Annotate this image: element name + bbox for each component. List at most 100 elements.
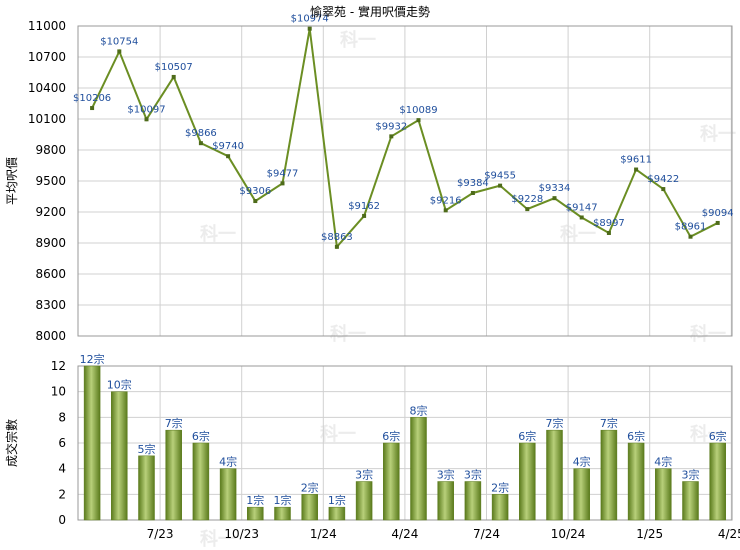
- price-marker: [552, 196, 557, 201]
- price-point-label: $9162: [348, 201, 380, 212]
- count-bar-label: 7宗: [165, 416, 183, 430]
- watermark-text: 科一: [340, 29, 376, 51]
- price-point-label: $10754: [100, 36, 138, 47]
- price-point-label: $9228: [511, 194, 543, 205]
- count-bar-label: 1宗: [328, 493, 346, 507]
- count-bar: [355, 481, 373, 521]
- count-y-tick-label: 4: [58, 462, 66, 476]
- price-point-label: $9306: [239, 186, 271, 197]
- count-bar-label: 3宗: [464, 468, 482, 482]
- count-bar-label: 4宗: [573, 455, 591, 469]
- count-bar: [410, 417, 427, 521]
- count-y-tick-label: 8: [58, 410, 66, 424]
- count-bar-label: 5宗: [138, 442, 156, 456]
- count-bar: [247, 506, 264, 521]
- count-bar: [573, 468, 590, 521]
- watermark-text: 科一: [690, 423, 726, 445]
- count-bar: [627, 442, 645, 521]
- x-tick-label: 4/25: [718, 527, 740, 541]
- chart-title: 愉翠苑 - 實用呎價走勢: [310, 4, 430, 19]
- count-y-tick-label: 12: [51, 359, 66, 373]
- x-tick-label: 7/23: [147, 527, 174, 541]
- count-y-tick-label: 2: [58, 487, 66, 501]
- price-point-label: $8961: [675, 222, 707, 233]
- price-marker: [280, 181, 285, 186]
- count-bar: [274, 506, 291, 521]
- price-y-tick-label: 10400: [28, 81, 66, 95]
- x-tick-label: 10/23: [224, 527, 259, 541]
- price-y-tick-label: 8000: [35, 329, 66, 343]
- count-bar-label: 8宗: [410, 403, 428, 417]
- count-bar-label: 4宗: [219, 455, 237, 469]
- price-point-label: $10097: [127, 104, 165, 115]
- price-y-tick-label: 9500: [35, 174, 66, 188]
- price-point-label: $9422: [647, 174, 679, 185]
- price-point-label: $9611: [620, 155, 652, 166]
- x-axis-ticks: 7/23 10/23 1/24 4/24 7/24 10/24 1/25 4/25: [147, 527, 740, 541]
- price-point-label: $9740: [212, 141, 244, 152]
- price-point-label: $10974: [291, 14, 329, 25]
- price-marker: [715, 220, 720, 225]
- count-bar: [138, 455, 155, 521]
- price-plot-frame: [77, 25, 733, 337]
- count-bar-label: 3宗: [355, 468, 373, 482]
- price-marker: [171, 74, 176, 79]
- count-bar-label: 6宗: [192, 429, 210, 443]
- watermark-text: 科一: [200, 528, 236, 550]
- count-bar: [709, 442, 726, 521]
- x-tick-label: 1/25: [636, 527, 663, 541]
- count-bar-label: 10宗: [107, 378, 132, 392]
- count-bar-label: 1宗: [274, 493, 292, 507]
- count-bar-label: 1宗: [246, 493, 264, 507]
- price-marker: [334, 244, 339, 249]
- price-marker: [525, 207, 530, 212]
- price-point-label: $9094: [702, 208, 734, 219]
- price-marker: [226, 154, 231, 159]
- count-bar-label: 2宗: [301, 480, 319, 494]
- count-bar-label: 6宗: [382, 429, 400, 443]
- price-marker: [144, 117, 149, 122]
- count-bar: [383, 442, 400, 521]
- count-bar-label: 6宗: [518, 429, 536, 443]
- count-y-ticks: 0 2 4 6 8 10 12: [51, 359, 66, 527]
- price-series-line: [91, 28, 719, 250]
- price-marker: [579, 215, 584, 220]
- price-point-label: $9384: [457, 178, 489, 189]
- price-marker: [634, 167, 639, 172]
- price-point-label: $9866: [185, 128, 217, 139]
- count-bar-label: 6宗: [627, 429, 645, 443]
- count-bar: [546, 429, 563, 521]
- price-marker: [661, 187, 666, 192]
- price-point-label: $10206: [73, 93, 111, 104]
- count-y-tick-label: 0: [58, 513, 66, 527]
- count-y-axis-title: 成交宗數: [4, 419, 19, 467]
- price-marker: [416, 118, 421, 123]
- watermark-text: 科一: [560, 223, 596, 245]
- price-y-ticks: 8000 8300 8600 8900 9200 9500 9800 10100 10400 10…: [28, 19, 66, 343]
- count-bar: [519, 442, 536, 521]
- watermark-text: 科一: [690, 323, 726, 345]
- count-bar-label: 6宗: [709, 429, 727, 443]
- x-tick-label: 1/24: [310, 527, 337, 541]
- price-marker: [90, 106, 95, 111]
- count-bar: [192, 442, 210, 521]
- price-point-label: $9932: [375, 121, 407, 132]
- count-bar: [600, 429, 618, 521]
- price-marker: [606, 230, 611, 235]
- price-marker: [688, 234, 693, 239]
- price-markers: [90, 26, 720, 249]
- price-point-label: $8997: [593, 218, 625, 229]
- price-marker: [253, 199, 258, 204]
- price-point-label: $8863: [321, 232, 353, 243]
- price-point-label: $9455: [484, 171, 516, 182]
- price-marker: [470, 190, 475, 195]
- count-bar: [328, 506, 346, 521]
- price-marker: [389, 134, 394, 139]
- price-y-tick-label: 9200: [35, 205, 66, 219]
- price-y-tick-label: 10100: [28, 112, 66, 126]
- count-bar-label: 7宗: [600, 416, 618, 430]
